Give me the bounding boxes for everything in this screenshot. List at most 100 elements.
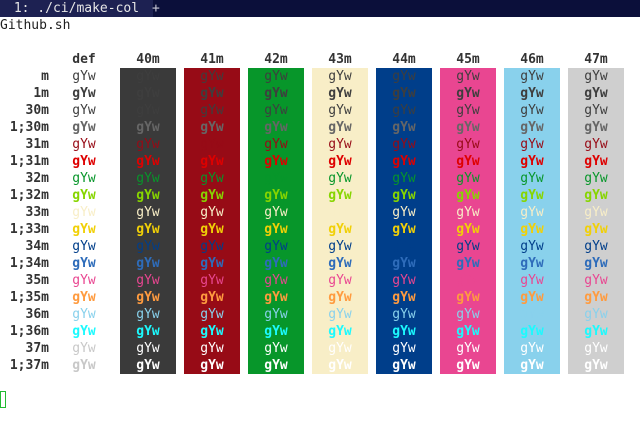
column-header: 40m — [136, 52, 160, 67]
color-sample: gYw — [392, 273, 416, 288]
color-sample: gYw — [264, 290, 288, 305]
color-sample: gYw — [136, 290, 160, 305]
color-sample: gYw — [264, 137, 288, 152]
color-sample: gYw — [200, 188, 224, 203]
color-sample: gYw — [392, 239, 416, 254]
color-sample: gYw — [136, 154, 160, 169]
color-sample: gYw — [392, 256, 416, 271]
color-sample: gYw — [328, 358, 352, 373]
color-sample: gYw — [392, 171, 416, 186]
color-sample: gYw — [328, 222, 352, 237]
color-sample: gYw — [328, 171, 352, 186]
color-sample: gYw — [520, 103, 544, 118]
row-label: 1;36m — [9, 324, 49, 339]
color-sample: gYw — [72, 239, 96, 254]
color-sample: gYw — [136, 69, 160, 84]
color-sample: gYw — [456, 358, 480, 373]
color-sample: gYw — [72, 205, 96, 220]
terminal-cursor — [0, 391, 6, 408]
color-sample: gYw — [392, 205, 416, 220]
color-sample: gYw — [264, 69, 288, 84]
color-sample: gYw — [584, 205, 608, 220]
color-sample: gYw — [392, 86, 416, 101]
row-label: 34m — [25, 239, 49, 254]
color-sample: gYw — [264, 341, 288, 356]
color-sample: gYw — [200, 324, 224, 339]
color-sample: gYw — [584, 154, 608, 169]
color-sample: gYw — [584, 69, 608, 84]
color-sample: gYw — [520, 290, 544, 305]
tab-bar: 1: ./ci/make-col + — [0, 0, 640, 17]
color-sample: gYw — [200, 205, 224, 220]
color-sample: gYw — [520, 307, 544, 322]
color-sample: gYw — [264, 154, 288, 169]
color-sample: gYw — [136, 324, 160, 339]
color-sample: gYw — [328, 256, 352, 271]
color-sample: gYw — [456, 103, 480, 118]
background-swatch — [504, 68, 560, 374]
color-sample: gYw — [264, 307, 288, 322]
color-sample: gYw — [264, 222, 288, 237]
page-title: Github.sh — [0, 18, 71, 33]
color-sample: gYw — [264, 86, 288, 101]
color-sample: gYw — [328, 137, 352, 152]
color-sample: gYw — [456, 120, 480, 135]
color-sample: gYw — [584, 137, 608, 152]
color-sample: gYw — [72, 171, 96, 186]
color-sample: gYw — [328, 86, 352, 101]
color-sample: gYw — [520, 256, 544, 271]
column-header: 45m — [456, 52, 480, 67]
color-sample: gYw — [392, 222, 416, 237]
color-sample: gYw — [72, 358, 96, 373]
color-sample: gYw — [456, 307, 480, 322]
color-sample: gYw — [520, 171, 544, 186]
color-sample: gYw — [72, 86, 96, 101]
add-tab-button[interactable]: + — [152, 1, 160, 16]
color-sample: gYw — [264, 256, 288, 271]
terminal-tab[interactable]: 1: ./ci/make-col — [0, 0, 153, 17]
color-sample: gYw — [392, 69, 416, 84]
color-sample: gYw — [200, 171, 224, 186]
color-sample: gYw — [392, 358, 416, 373]
color-sample: gYw — [392, 324, 416, 339]
color-sample: gYw — [328, 273, 352, 288]
color-sample: gYw — [584, 86, 608, 101]
row-label: 1;37m — [9, 358, 49, 373]
color-sample: gYw — [456, 256, 480, 271]
color-sample: gYw — [456, 290, 480, 305]
color-sample: gYw — [520, 69, 544, 84]
color-sample: gYw — [264, 324, 288, 339]
color-sample: gYw — [520, 341, 544, 356]
color-sample: gYw — [136, 341, 160, 356]
background-swatch — [312, 68, 368, 374]
color-sample: gYw — [200, 154, 224, 169]
color-sample: gYw — [328, 307, 352, 322]
color-sample: gYw — [136, 137, 160, 152]
color-sample: gYw — [72, 273, 96, 288]
color-sample: gYw — [72, 307, 96, 322]
color-sample: gYw — [520, 239, 544, 254]
column-header: 43m — [328, 52, 352, 67]
color-sample: gYw — [200, 239, 224, 254]
color-sample: gYw — [136, 86, 160, 101]
background-swatch — [120, 68, 176, 374]
color-sample: gYw — [584, 120, 608, 135]
color-sample: gYw — [136, 103, 160, 118]
color-sample: gYw — [520, 137, 544, 152]
column-header: 41m — [200, 52, 224, 67]
color-sample: gYw — [200, 290, 224, 305]
row-label: m — [41, 69, 49, 84]
color-sample: gYw — [136, 273, 160, 288]
color-sample: gYw — [520, 120, 544, 135]
color-sample: gYw — [136, 256, 160, 271]
color-sample: gYw — [392, 154, 416, 169]
color-sample: gYw — [200, 137, 224, 152]
color-sample: gYw — [456, 205, 480, 220]
color-sample: gYw — [72, 341, 96, 356]
row-label: 1;30m — [9, 120, 49, 135]
color-sample: gYw — [392, 120, 416, 135]
color-sample: gYw — [456, 188, 480, 203]
color-sample: gYw — [136, 188, 160, 203]
color-sample: gYw — [264, 239, 288, 254]
color-sample: gYw — [328, 205, 352, 220]
